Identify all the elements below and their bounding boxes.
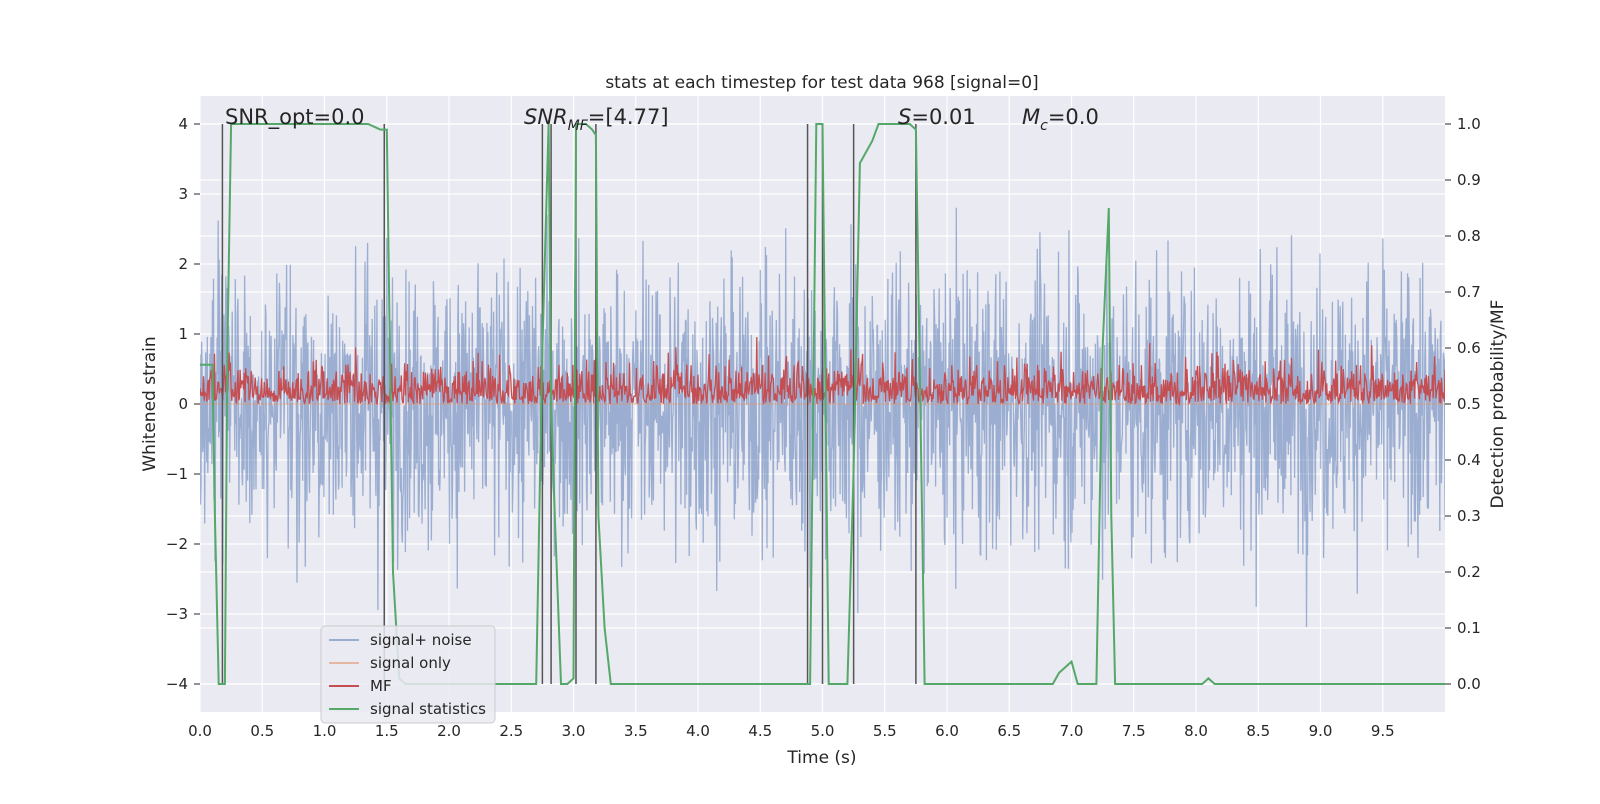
y-right-tick-label: 0.4 [1457,451,1481,469]
legend: signal+ noise signal only MF signal stat… [320,625,496,724]
x-tick-label: 9.0 [1309,722,1333,740]
x-tick-label: 5.0 [811,722,835,740]
y-axis-label: Whitened strain [140,336,160,471]
tick-layer: 0.0 0.5 1.0 1.5 2.0 2.5 3.0 3.5 4.0 4.5 5.0 5.5 6.0 6… [166,115,1481,740]
legend-box [320,625,496,724]
signal-statistics-line [200,123,1445,685]
y-tick-label: 2 [178,255,188,273]
legend-label-mf: MF [370,677,392,695]
signal-statistics-series [200,123,1445,685]
y-tick-label: −3 [166,605,188,623]
s-symbol: S [898,105,911,129]
s-value: =0.01 [911,105,975,129]
y-right-tick-label: 0.6 [1457,339,1481,357]
s-annotation: S=0.01 [898,105,976,129]
y-tick-label: −4 [166,675,188,693]
y-tick-label: 3 [178,185,188,203]
y-right-tick-label: 0.1 [1457,619,1481,637]
x-tick-label: 0.5 [250,722,274,740]
mc-value: =0.0 [1048,105,1099,129]
snr-mf-annotation: SNRMF=[4.77] [524,105,669,134]
legend-label-signal-only: signal only [370,654,451,672]
snr-mf-value: =[4.77] [588,105,669,129]
y-tick-label: 4 [178,115,188,133]
x-tick-label: 7.5 [1122,722,1146,740]
y-tick-label: −2 [166,535,188,553]
x-tick-label: 8.5 [1246,722,1270,740]
y-axis-right-label: Detection probability/MF [1488,300,1508,509]
x-tick-label: 2.0 [437,722,461,740]
y-right-tick-label: 0.8 [1457,227,1481,245]
x-tick-label: 4.0 [686,722,710,740]
x-tick-label: 5.5 [873,722,897,740]
x-tick-label: 3.0 [562,722,586,740]
y-tick-label: 1 [178,325,188,343]
y-tick-label: −1 [166,465,188,483]
mc-annotation: Mc=0.0 [1022,105,1099,134]
x-tick-label: 1.0 [313,722,337,740]
x-tick-label: 0.0 [188,722,212,740]
y-right-tick-label: 1.0 [1457,115,1481,133]
chart-title: stats at each timestep for test data 968… [605,73,1038,93]
legend-label-signal-noise: signal+ noise [370,631,472,649]
mc-subscript: c [1040,118,1048,134]
x-tick-label: 6.5 [997,722,1021,740]
legend-label-signal-statistics: signal statistics [370,700,486,718]
mc-symbol: M [1022,105,1040,129]
y-right-tick-label: 0.3 [1457,507,1481,525]
x-tick-label: 4.5 [748,722,772,740]
y-right-tick-label: 0.9 [1457,171,1481,189]
y-right-tick-label: 0.0 [1457,675,1481,693]
y-right-tick-label: 0.2 [1457,563,1481,581]
x-tick-label: 2.5 [499,722,523,740]
y-right-tick-label: 0.7 [1457,283,1481,301]
x-tick-label: 7.0 [1060,722,1084,740]
y-tick-label: 0 [178,395,188,413]
y-right-tick-label: 0.5 [1457,395,1481,413]
x-tick-label: 8.0 [1184,722,1208,740]
x-tick-label: 9.5 [1371,722,1395,740]
snr-opt-annotation: SNR_opt=0.0 [225,105,365,130]
x-tick-label: 1.5 [375,722,399,740]
x-tick-label: 6.0 [935,722,959,740]
x-axis-label: Time (s) [786,748,856,768]
snr-mf-subscript: MF [568,118,589,134]
snr-mf-symbol: SNR [524,105,568,129]
x-tick-label: 3.5 [624,722,648,740]
